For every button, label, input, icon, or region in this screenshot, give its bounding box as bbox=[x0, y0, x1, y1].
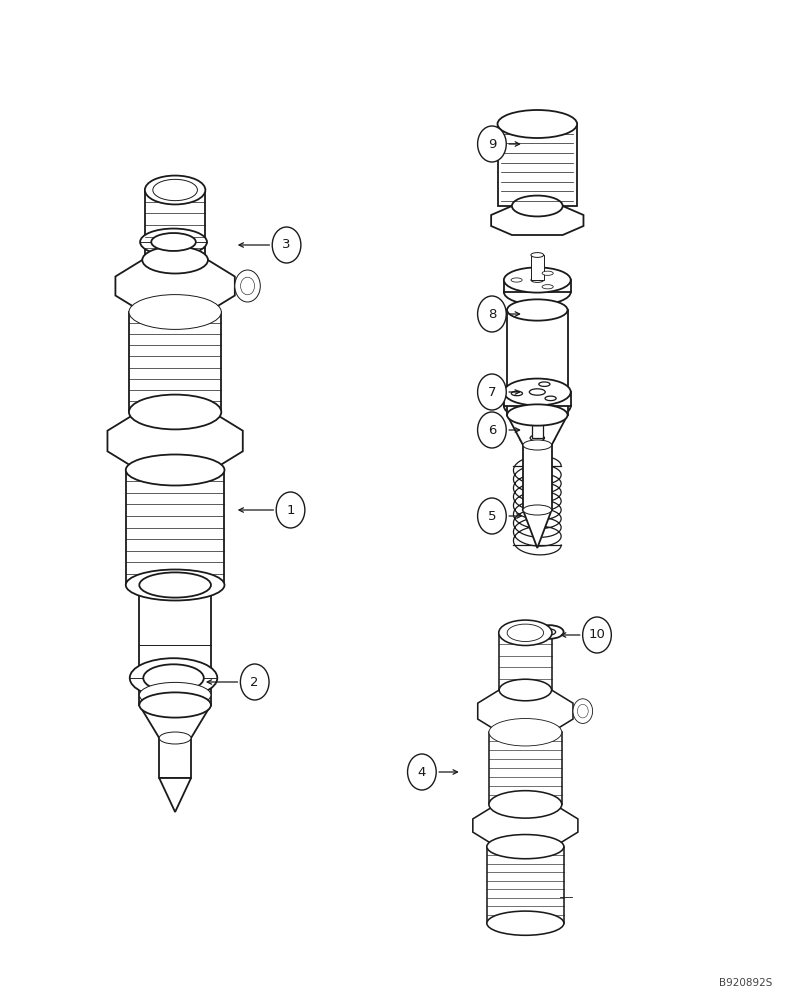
Circle shape bbox=[276, 492, 305, 528]
Ellipse shape bbox=[532, 409, 543, 416]
Ellipse shape bbox=[161, 183, 189, 197]
Polygon shape bbox=[473, 804, 578, 847]
Text: 5: 5 bbox=[488, 510, 496, 522]
Polygon shape bbox=[504, 280, 571, 292]
Ellipse shape bbox=[499, 679, 552, 701]
Ellipse shape bbox=[523, 505, 552, 515]
Text: 7: 7 bbox=[488, 385, 496, 398]
Ellipse shape bbox=[520, 430, 555, 446]
Polygon shape bbox=[139, 585, 211, 705]
Polygon shape bbox=[507, 415, 568, 445]
Ellipse shape bbox=[140, 229, 207, 255]
Polygon shape bbox=[159, 778, 191, 812]
Ellipse shape bbox=[139, 572, 211, 598]
Ellipse shape bbox=[489, 719, 562, 746]
Polygon shape bbox=[487, 847, 564, 923]
Text: 10: 10 bbox=[588, 629, 606, 642]
Polygon shape bbox=[499, 633, 552, 690]
Circle shape bbox=[240, 277, 255, 295]
Ellipse shape bbox=[512, 196, 563, 216]
Text: 1: 1 bbox=[287, 504, 295, 516]
Ellipse shape bbox=[130, 658, 217, 698]
Polygon shape bbox=[523, 445, 552, 510]
Polygon shape bbox=[491, 206, 583, 235]
Polygon shape bbox=[159, 738, 191, 778]
Ellipse shape bbox=[539, 382, 550, 386]
Ellipse shape bbox=[543, 629, 556, 635]
Polygon shape bbox=[498, 124, 577, 206]
Ellipse shape bbox=[138, 397, 213, 427]
Ellipse shape bbox=[139, 682, 211, 708]
Ellipse shape bbox=[507, 624, 544, 641]
Ellipse shape bbox=[159, 732, 191, 744]
Ellipse shape bbox=[535, 625, 564, 639]
Ellipse shape bbox=[542, 271, 553, 275]
Polygon shape bbox=[107, 412, 243, 470]
Ellipse shape bbox=[511, 278, 522, 282]
Polygon shape bbox=[126, 470, 224, 585]
Ellipse shape bbox=[499, 620, 552, 646]
Text: 3: 3 bbox=[283, 238, 291, 251]
Polygon shape bbox=[478, 690, 573, 732]
Polygon shape bbox=[532, 413, 543, 438]
Ellipse shape bbox=[143, 664, 204, 692]
Text: 6: 6 bbox=[488, 424, 496, 436]
Circle shape bbox=[573, 699, 592, 723]
Ellipse shape bbox=[151, 233, 196, 251]
Ellipse shape bbox=[129, 295, 221, 329]
Ellipse shape bbox=[530, 435, 544, 441]
Ellipse shape bbox=[507, 404, 568, 426]
Ellipse shape bbox=[498, 110, 577, 138]
Ellipse shape bbox=[504, 379, 571, 405]
Text: 2: 2 bbox=[251, 676, 259, 688]
Circle shape bbox=[240, 664, 269, 700]
Ellipse shape bbox=[531, 278, 544, 282]
Circle shape bbox=[583, 617, 611, 653]
Ellipse shape bbox=[126, 454, 224, 486]
Circle shape bbox=[478, 374, 506, 410]
Ellipse shape bbox=[511, 391, 522, 396]
Polygon shape bbox=[139, 705, 211, 738]
Ellipse shape bbox=[523, 440, 552, 450]
Text: 4: 4 bbox=[418, 766, 426, 778]
Ellipse shape bbox=[487, 835, 564, 859]
Text: 8: 8 bbox=[488, 308, 496, 320]
Ellipse shape bbox=[497, 793, 554, 816]
Circle shape bbox=[577, 704, 588, 718]
Ellipse shape bbox=[529, 389, 545, 395]
Ellipse shape bbox=[514, 627, 537, 638]
Ellipse shape bbox=[504, 279, 571, 305]
Ellipse shape bbox=[129, 395, 221, 429]
Ellipse shape bbox=[487, 911, 564, 935]
Polygon shape bbox=[145, 190, 205, 260]
Ellipse shape bbox=[142, 246, 208, 273]
Circle shape bbox=[478, 412, 506, 448]
Polygon shape bbox=[489, 732, 562, 804]
Circle shape bbox=[408, 754, 436, 790]
Ellipse shape bbox=[145, 176, 205, 204]
Circle shape bbox=[272, 227, 301, 263]
Ellipse shape bbox=[545, 396, 556, 401]
Circle shape bbox=[478, 498, 506, 534]
Ellipse shape bbox=[531, 253, 544, 257]
Polygon shape bbox=[507, 310, 568, 415]
Ellipse shape bbox=[504, 267, 571, 293]
Circle shape bbox=[235, 270, 260, 302]
Polygon shape bbox=[504, 392, 571, 406]
Ellipse shape bbox=[126, 569, 224, 600]
Circle shape bbox=[478, 296, 506, 332]
Polygon shape bbox=[129, 312, 221, 412]
Ellipse shape bbox=[153, 179, 197, 201]
Text: B920892S: B920892S bbox=[719, 978, 772, 988]
Ellipse shape bbox=[504, 393, 571, 419]
Ellipse shape bbox=[507, 299, 568, 321]
Ellipse shape bbox=[489, 791, 562, 818]
Polygon shape bbox=[531, 255, 544, 280]
Polygon shape bbox=[523, 510, 552, 548]
Ellipse shape bbox=[542, 285, 553, 289]
Text: 9: 9 bbox=[488, 137, 496, 150]
Polygon shape bbox=[115, 260, 235, 312]
Ellipse shape bbox=[139, 692, 211, 718]
Circle shape bbox=[478, 126, 506, 162]
